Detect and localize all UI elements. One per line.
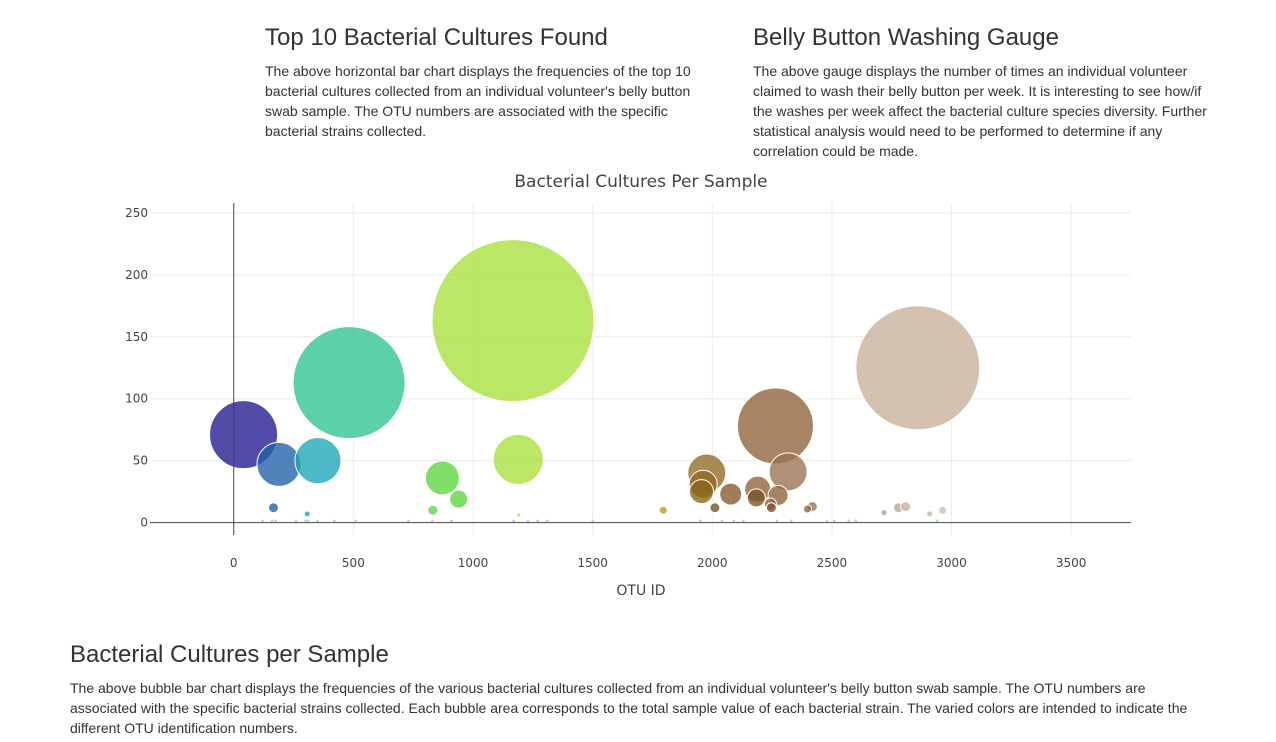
bubble-point[interactable] xyxy=(719,482,743,506)
bubble-point[interactable] xyxy=(709,502,721,514)
bubble-point[interactable] xyxy=(854,519,858,523)
bubble-point[interactable] xyxy=(294,437,342,485)
bubble-point[interactable] xyxy=(431,239,595,403)
top10-title: Top 10 Bacterial Cultures Found xyxy=(265,24,608,51)
bubble-point[interactable] xyxy=(316,519,319,523)
bubble-point[interactable] xyxy=(492,433,544,485)
bubble-point[interactable] xyxy=(424,460,460,496)
bubble-point[interactable] xyxy=(526,519,530,523)
bubble-point[interactable] xyxy=(938,505,948,515)
gauge-section: Belly Button Washing Gauge The above gau… xyxy=(753,24,1215,161)
bubble-point[interactable] xyxy=(427,504,439,516)
y-tick-label: 0 xyxy=(140,516,148,530)
bubble-point[interactable] xyxy=(833,519,836,523)
bubble-point[interactable] xyxy=(746,488,766,508)
bubble-point[interactable] xyxy=(407,519,410,523)
bubble-point[interactable] xyxy=(768,452,808,492)
axes: 0 500 1000 1500 2000 2500 3000 3500 0 50 100 150 200… xyxy=(125,203,1131,570)
bubble-point[interactable] xyxy=(294,519,298,523)
y-tick-label: 250 xyxy=(125,206,148,220)
x-tick-label: 3500 xyxy=(1056,556,1087,570)
chart-title: Bacterial Cultures Per Sample xyxy=(514,172,767,192)
y-tick-label: 150 xyxy=(125,330,148,344)
bubble-title: Bacterial Cultures per Sample xyxy=(70,641,389,668)
bubble-point[interactable] xyxy=(274,519,277,523)
bubble-point[interactable] xyxy=(450,519,453,523)
y-tick-label: 100 xyxy=(125,392,148,406)
bubble-point[interactable] xyxy=(847,519,850,523)
bubble-point[interactable] xyxy=(789,519,793,523)
bubble-point[interactable] xyxy=(699,519,702,523)
bubble-point[interactable] xyxy=(855,305,981,431)
bubble-point[interactable] xyxy=(303,510,311,518)
y-tick-label: 50 xyxy=(133,454,148,468)
bubble-point[interactable] xyxy=(449,489,469,509)
x-tick-label: 1000 xyxy=(458,556,489,570)
x-tick-label: 500 xyxy=(342,556,365,570)
bubble-point[interactable] xyxy=(742,519,745,523)
bubble-chart[interactable]: Bacterial Cultures Per Sample 0 500 1000 15… xyxy=(0,165,1276,605)
bubble-point[interactable] xyxy=(512,519,515,523)
gauge-title: Belly Button Washing Gauge xyxy=(753,24,1059,51)
bubble-point[interactable] xyxy=(431,519,434,523)
bubble-point[interactable] xyxy=(689,479,715,505)
bubble-point[interactable] xyxy=(515,512,521,518)
gauge-description: The above gauge displays the number of t… xyxy=(753,63,1207,160)
bubble-point[interactable] xyxy=(591,519,594,523)
bubble-point[interactable] xyxy=(720,519,724,523)
bubble-point[interactable] xyxy=(354,519,358,523)
x-tick-label: 2000 xyxy=(697,556,728,570)
bubble-point[interactable] xyxy=(332,519,336,523)
bubble-point[interactable] xyxy=(775,519,779,523)
bubble-point[interactable] xyxy=(825,519,829,523)
bubble-point[interactable] xyxy=(267,502,279,514)
y-tick-label: 200 xyxy=(125,268,148,282)
x-tick-label: 2500 xyxy=(817,556,848,570)
bubble-point[interactable] xyxy=(545,519,549,523)
top10-section: Top 10 Bacterial Cultures Found The abov… xyxy=(265,24,705,141)
bubble-point[interactable] xyxy=(270,519,274,523)
x-tick-label: 3000 xyxy=(936,556,967,570)
bubble-point[interactable] xyxy=(803,504,813,514)
bubble-layer[interactable] xyxy=(209,239,981,523)
bubble-chart-canvas[interactable]: Bacterial Cultures Per Sample 0 500 1000 15… xyxy=(0,165,1276,605)
bubble-point[interactable] xyxy=(292,326,406,440)
bubble-point[interactable] xyxy=(732,519,736,523)
bubble-point[interactable] xyxy=(935,519,939,523)
bubble-point[interactable] xyxy=(256,441,302,487)
bubble-point[interactable] xyxy=(536,519,539,523)
bubble-point[interactable] xyxy=(900,501,912,513)
bubble-section: Bacterial Cultures per Sample The above … xyxy=(70,641,1210,738)
x-tick-label: 0 xyxy=(230,556,238,570)
bubble-description: The above bubble bar chart displays the … xyxy=(70,680,1188,737)
top10-description: The above horizontal bar chart displays … xyxy=(265,63,691,140)
bubble-point[interactable] xyxy=(304,519,307,523)
bubble-point[interactable] xyxy=(658,505,668,515)
bubble-point[interactable] xyxy=(880,509,888,517)
bubble-point[interactable] xyxy=(926,510,934,518)
x-tick-label: 1500 xyxy=(577,556,608,570)
bubble-point[interactable] xyxy=(261,519,264,523)
bubble-point[interactable] xyxy=(306,519,310,523)
x-axis-label: OTU ID xyxy=(616,583,665,599)
bubble-point[interactable] xyxy=(736,387,814,465)
bubble-point[interactable] xyxy=(765,502,777,514)
